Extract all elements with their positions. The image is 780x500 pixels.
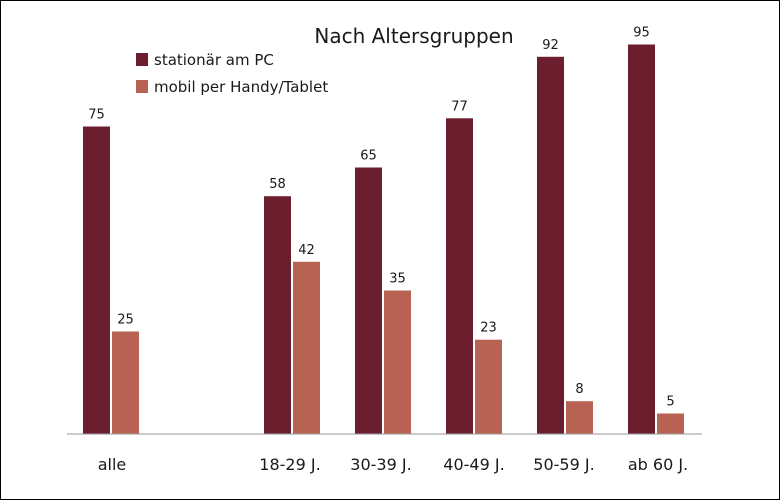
category-label-5: ab 60 J. (628, 455, 688, 474)
legend-swatch-mobil (136, 80, 148, 93)
bar-stationaer-2 (355, 167, 382, 434)
bar-mobil-2 (384, 290, 411, 434)
bar-mobil-1 (293, 261, 320, 434)
category-label-2: 30-39 J. (350, 455, 411, 474)
value-label-mobil-1: 42 (298, 243, 315, 258)
bar-stationaer-4 (537, 56, 564, 435)
bar-stationaer-5 (628, 44, 655, 434)
category-label-0: alle (98, 455, 127, 474)
legend: stationär am PC mobil per Handy/Tablet (136, 51, 328, 96)
value-label-mobil-3: 23 (480, 321, 497, 336)
legend-label-stationaer: stationär am PC (154, 51, 274, 69)
bar-mobil-5 (657, 413, 684, 434)
category-labels-group: alle 18-29 J. 30-39 J. 40-49 J. 50-59 J. ab 6… (98, 455, 688, 474)
value-label-stationaer-0: 75 (88, 108, 105, 123)
legend-swatch-stationaer (136, 53, 148, 66)
value-label-stationaer-5: 95 (633, 26, 650, 41)
value-label-mobil-2: 35 (389, 272, 406, 287)
value-label-mobil-5: 5 (666, 395, 674, 410)
value-label-mobil-4: 8 (575, 382, 583, 397)
bars-group (83, 44, 684, 435)
category-label-4: 50-59 J. (533, 455, 594, 474)
value-labels-group: 75 25 58 42 65 35 77 23 92 8 95 5 (88, 26, 674, 410)
bar-stationaer-3 (446, 118, 473, 435)
bar-stationaer-0 (83, 126, 110, 434)
bar-mobil-0 (112, 331, 139, 434)
bar-stationaer-1 (264, 196, 291, 434)
value-label-stationaer-1: 58 (269, 177, 286, 192)
category-label-3: 40-49 J. (443, 455, 504, 474)
value-label-stationaer-4: 92 (542, 38, 559, 53)
bar-mobil-4 (566, 401, 593, 434)
bar-mobil-3 (475, 339, 502, 434)
value-label-stationaer-3: 77 (451, 99, 468, 114)
value-label-stationaer-2: 65 (360, 149, 377, 164)
legend-label-mobil: mobil per Handy/Tablet (154, 78, 328, 96)
category-label-1: 18-29 J. (259, 455, 320, 474)
value-label-mobil-0: 25 (117, 313, 134, 328)
chart-title: Nach Altersgruppen (314, 24, 513, 48)
